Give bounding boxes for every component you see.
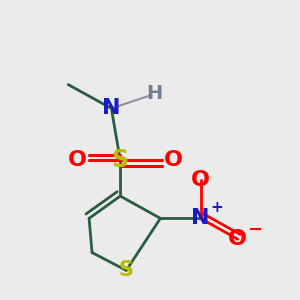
Text: S: S: [112, 148, 129, 172]
Text: O: O: [228, 229, 247, 249]
Text: H: H: [146, 84, 163, 103]
Text: N: N: [191, 208, 210, 228]
Text: −: −: [248, 221, 262, 239]
Text: +: +: [211, 200, 223, 215]
Text: O: O: [68, 150, 87, 170]
Text: O: O: [164, 150, 183, 170]
Text: N: N: [102, 98, 121, 118]
Text: S: S: [119, 260, 134, 280]
Text: O: O: [191, 170, 210, 190]
